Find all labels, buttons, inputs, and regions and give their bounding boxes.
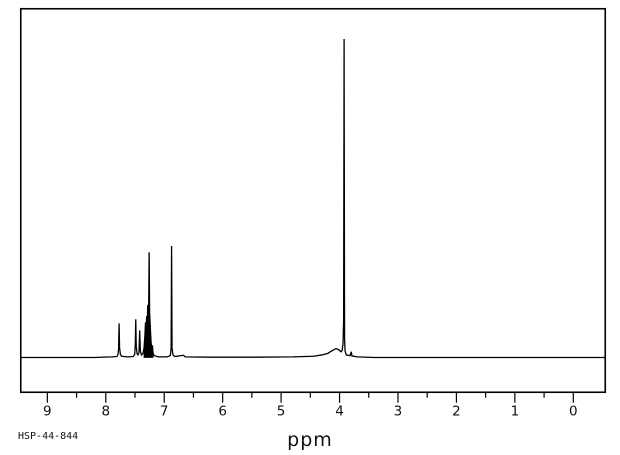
x-tick-label-3: 3 xyxy=(394,403,403,419)
x-tick-label-8: 8 xyxy=(101,403,110,419)
x-axis-title: ppm xyxy=(287,429,333,451)
x-tick-label-0: 0 xyxy=(569,403,578,419)
x-tick-label-4: 4 xyxy=(335,403,344,419)
x-tick-label-7: 7 xyxy=(160,403,169,419)
x-tick-label-5: 5 xyxy=(277,403,286,419)
sample-id-label: HSP-44-844 xyxy=(18,431,79,442)
x-tick-label-2: 2 xyxy=(452,403,461,419)
plot-frame xyxy=(19,7,607,394)
nmr-trace xyxy=(21,38,606,359)
x-tick-label-6: 6 xyxy=(218,403,227,419)
x-tick-label-1: 1 xyxy=(511,403,520,419)
x-tick-label-9: 9 xyxy=(43,403,52,419)
